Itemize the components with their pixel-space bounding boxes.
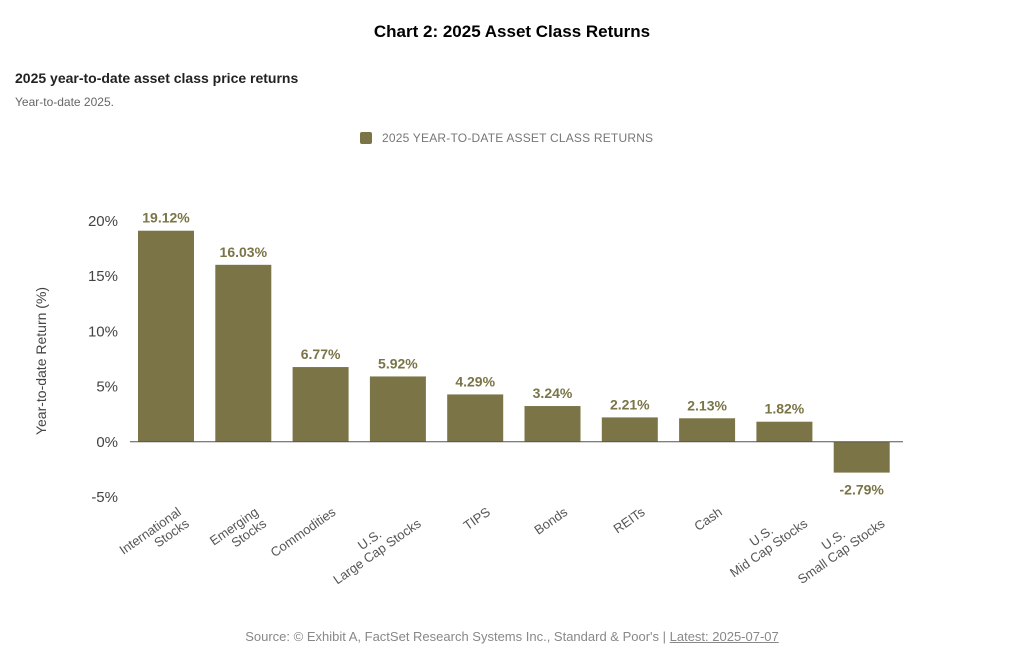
data-label: 16.03% [220, 244, 268, 260]
data-label: 1.82% [765, 401, 805, 417]
data-label: -2.79% [840, 482, 885, 498]
y-axis-label: Year-to-date Return (%) [33, 287, 49, 435]
chart-subtitle: Year-to-date 2025. [15, 95, 114, 109]
category-label: Bonds [531, 504, 570, 538]
category-label: TIPS [461, 504, 494, 533]
chart-title: 2025 year-to-date asset class price retu… [15, 70, 299, 86]
source-text: Source: © Exhibit A, FactSet Research Sy… [245, 629, 670, 644]
category-label: EmergingStocks [207, 504, 270, 560]
category-label-line: TIPS [461, 504, 494, 533]
bar [215, 264, 272, 442]
category-label: REITs [611, 504, 648, 536]
data-label: 19.12% [142, 210, 190, 226]
y-tick-label: 20% [88, 213, 118, 230]
legend-label: 2025 YEAR-TO-DATE ASSET CLASS RETURNS [382, 131, 654, 145]
latest-date-link[interactable]: Latest: 2025-07-07 [669, 629, 779, 644]
bar [292, 367, 349, 442]
category-label: Cash [691, 504, 724, 534]
chart-legend: 2025 YEAR-TO-DATE ASSET CLASS RETURNS [360, 131, 653, 145]
data-label: 3.24% [533, 385, 573, 401]
bar [679, 418, 736, 442]
bar [601, 417, 658, 442]
data-label: 5.92% [378, 355, 418, 371]
data-label: 2.21% [610, 396, 650, 412]
bar [447, 394, 504, 442]
category-label: U.S.Mid Cap Stocks [719, 504, 811, 580]
bar [524, 406, 581, 442]
y-tick-label: 5% [96, 379, 118, 396]
category-label-line: Large Cap Stocks [330, 515, 424, 587]
data-label: 6.77% [301, 346, 341, 362]
data-label: 4.29% [455, 373, 495, 389]
page-title: Chart 2: 2025 Asset Class Returns [373, 22, 651, 41]
bar [833, 441, 890, 473]
bar [138, 230, 194, 442]
category-label: InternationalStocks [116, 504, 192, 569]
category-label-line: Commodities [268, 504, 339, 560]
y-tick-label: 10% [88, 323, 118, 340]
y-tick-label: -5% [91, 489, 118, 506]
legend-swatch [360, 132, 372, 144]
source-note: Source: © Exhibit A, FactSet Research Sy… [0, 629, 1024, 644]
y-tick-label: 15% [88, 268, 118, 285]
category-label-line: REITs [611, 504, 648, 536]
category-label-line: Cash [691, 504, 724, 534]
category-label: Commodities [268, 504, 339, 560]
category-label-line: Bonds [531, 504, 570, 538]
y-tick-label: 0% [96, 434, 118, 451]
data-label: 2.13% [687, 397, 727, 413]
bar [756, 421, 813, 442]
bar [369, 376, 426, 442]
